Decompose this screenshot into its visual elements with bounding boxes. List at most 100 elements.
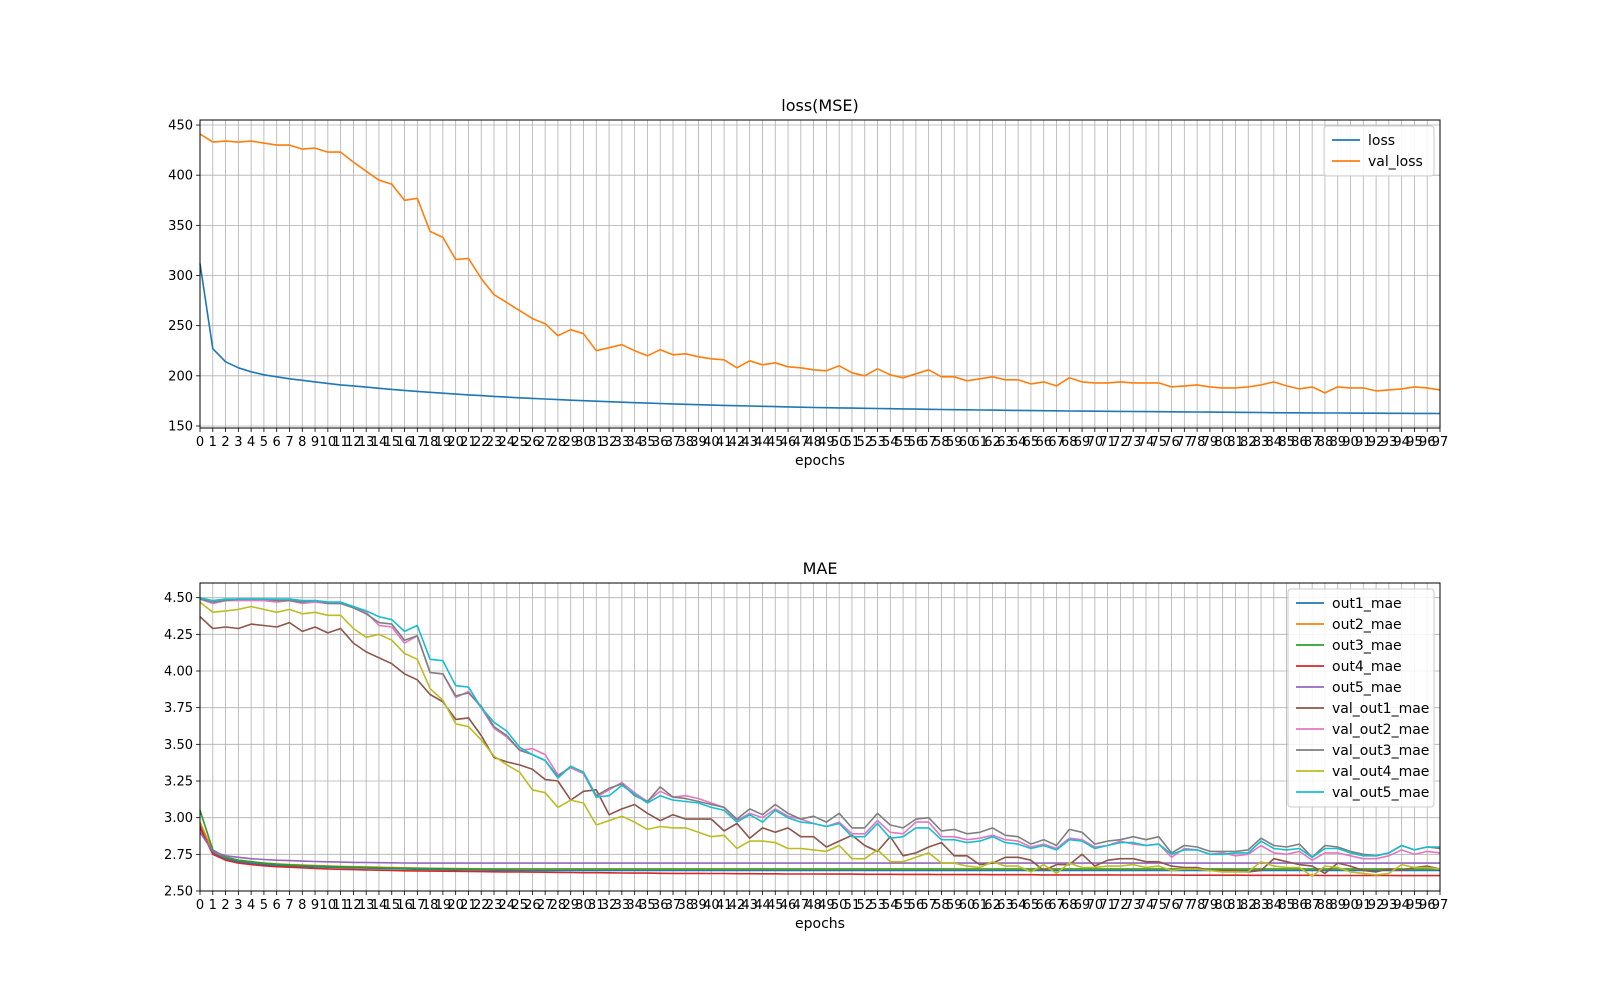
x-tick-label: 24 (499, 898, 516, 913)
x-tick-label: 21 (460, 435, 477, 450)
x-tick-label: 66 (1035, 898, 1052, 913)
plot-frame (199, 582, 1441, 892)
x-tick-label: 34 (626, 898, 643, 913)
x-tick-label: 63 (997, 898, 1014, 913)
x-tick-label: 55 (895, 898, 912, 913)
y-tick-label: 4.50 (164, 591, 193, 606)
y-tick-label: 450 (168, 119, 193, 134)
x-tick-label: 21 (460, 898, 477, 913)
x-tick-label: 10 (320, 898, 337, 913)
x-tick-label: 40 (703, 435, 720, 450)
x-tick-label: 2 (221, 898, 229, 913)
x-tick-label: 77 (1176, 435, 1193, 450)
y-tick-label: 300 (168, 269, 193, 284)
x-tick-label: 1 (209, 435, 217, 450)
x-tick-label: 71 (1099, 435, 1116, 450)
x-tick-label: 9 (311, 435, 319, 450)
x-tick-label: 74 (1138, 435, 1155, 450)
x-tick-label: 2 (221, 435, 229, 450)
x-tick-label: 96 (1419, 898, 1436, 913)
x-tick-label: 80 (1214, 435, 1231, 450)
x-tick-label: 59 (946, 898, 963, 913)
x-tick-label: 63 (997, 435, 1014, 450)
x-tick-label: 78 (1189, 898, 1206, 913)
x-tick-label: 30 (575, 898, 592, 913)
x-tick-label: 64 (1010, 898, 1027, 913)
x-tick-label: 35 (639, 435, 656, 450)
x-tick-label: 41 (716, 898, 733, 913)
x-tick-label: 16 (396, 898, 413, 913)
legend: loss val_loss (1323, 125, 1435, 177)
x-tick-label: 0 (196, 435, 204, 450)
x-tick-label: 33 (614, 435, 631, 450)
y-tick-label: 150 (168, 419, 193, 434)
x-tick-label: 4 (247, 435, 255, 450)
series-line-val_out3_mae (199, 598, 1441, 859)
x-tick-label: 69 (1074, 898, 1091, 913)
x-tick-label: 32 (601, 898, 618, 913)
series-line-out5_mae (199, 831, 1440, 864)
x-tick-label: 42 (729, 435, 746, 450)
x-tick-label: 23 (486, 898, 503, 913)
x-tick-label: 83 (1253, 898, 1270, 913)
x-tick-label: 33 (614, 898, 631, 913)
x-tick-label: 20 (447, 435, 464, 450)
x-tick-label: 81 (1227, 435, 1244, 450)
x-tick-label: 8 (298, 435, 306, 450)
x-tick-label: 81 (1227, 898, 1244, 913)
x-tick-label: 40 (703, 898, 720, 913)
x-tick-label: 22 (473, 898, 490, 913)
x-tick-label: 11 (332, 898, 349, 913)
x-tick-label: 15 (383, 435, 400, 450)
legend-label: val_out1_mae (1332, 701, 1429, 717)
x-tick-label: 43 (741, 898, 758, 913)
x-tick-label: 25 (511, 898, 528, 913)
x-tick-label: 25 (511, 435, 528, 450)
legend-label: out2_mae (1332, 617, 1402, 633)
x-tick-label: 50 (831, 898, 848, 913)
x-tick-label: 28 (550, 898, 567, 913)
legend: out1_mae out2_mae out3_mae out4_mae out5_mae… (1287, 588, 1435, 808)
x-tick-label: 36 (652, 898, 669, 913)
x-tick-label: 3 (234, 898, 242, 913)
x-tick-label: 3 (234, 435, 242, 450)
legend-label: out4_mae (1332, 659, 1402, 675)
x-tick-label: 78 (1189, 435, 1206, 450)
x-tick-label: 82 (1240, 898, 1257, 913)
x-tick-label: 70 (1087, 435, 1104, 450)
x-tick-label: 17 (409, 435, 426, 450)
x-tick-label: 15 (383, 898, 400, 913)
x-tick-label: 87 (1304, 435, 1321, 450)
x-tick-label: 9 (311, 898, 319, 913)
x-tick-label: 8 (298, 898, 306, 913)
x-tick-label: 14 (371, 898, 388, 913)
y-tick-label: 200 (168, 369, 193, 384)
series-line-val_out1_mae (199, 616, 1441, 875)
x-tick-label: 67 (1048, 435, 1065, 450)
chart-title: MAE (803, 559, 838, 578)
x-tick-label: 72 (1112, 898, 1129, 913)
x-tick-label: 18 (422, 898, 439, 913)
x-tick-label: 31 (588, 898, 605, 913)
legend-label: out3_mae (1332, 638, 1402, 654)
y-tick-label: 3.25 (164, 775, 193, 790)
x-tick-label: 97 (1432, 898, 1449, 913)
x-tick-label: 38 (677, 435, 694, 450)
x-tick-label: 27 (537, 898, 554, 913)
series-line-out3_mae (199, 810, 1440, 870)
x-tick-label: 90 (1342, 435, 1359, 450)
x-tick-label: 35 (639, 898, 656, 913)
x-tick-label: 79 (1202, 898, 1219, 913)
y-tick-label: 2.50 (164, 885, 193, 900)
legend-label: val_out2_mae (1332, 722, 1429, 738)
x-tick-label: 17 (409, 898, 426, 913)
x-tick-label: 26 (524, 898, 541, 913)
x-tick-label: 31 (588, 435, 605, 450)
x-tick-label: 6 (273, 898, 281, 913)
x-tick-label: 89 (1329, 435, 1346, 450)
x-tick-label: 94 (1393, 898, 1410, 913)
x-tick-label: 60 (959, 898, 976, 913)
x-tick-label: 53 (869, 435, 886, 450)
plot-frame (199, 119, 1441, 429)
legend-box (1323, 125, 1435, 177)
